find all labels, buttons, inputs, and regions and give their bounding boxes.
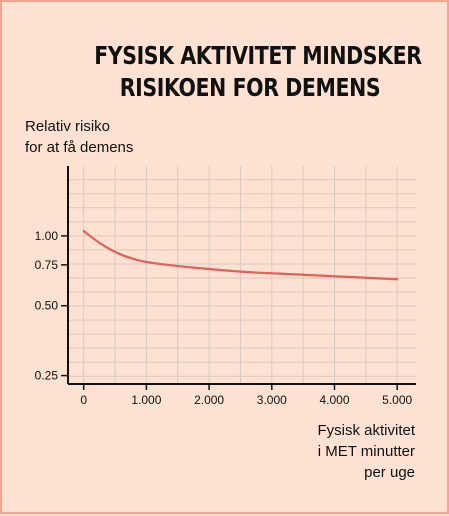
chart-title-line-1: FYSISK AKTIVITET MINDSKER [94,41,422,70]
chart-title-line-2: RISIKOEN FOR DEMENS [119,73,381,102]
x-tick-label: 5.000 [382,393,412,407]
x-axis-label-line-2: i MET minutter [317,443,415,460]
series-line [82,229,399,281]
x-tick-label: 3.000 [257,393,287,407]
y-tick-label: 1.00 [35,229,59,243]
y-axis-label-line-1: Relativ risiko [25,118,111,135]
y-tick-label: 0.25 [35,369,59,383]
x-axis-label: Fysisk aktivitet i MET minutter per uge [317,420,415,483]
chart-title: FYSISK AKTIVITET MINDSKER RISIKOEN FOR D… [94,40,422,104]
x-tick-label: 4.000 [319,393,349,407]
x-tick-label: 0 [80,393,87,407]
y-tick-label: 0.50 [35,299,59,313]
y-tick-label: 0.75 [35,258,59,272]
x-tick-label: 1.000 [131,393,161,407]
x-tick-label: 2.000 [194,393,224,407]
x-axis-label-line-1: Fysisk aktivitet [317,422,415,439]
y-axis-label-line-2: for at få demens [25,139,134,156]
y-axis-label: Relativ risiko for at få demens [25,116,133,158]
x-axis-label-line-3: per uge [364,464,415,481]
